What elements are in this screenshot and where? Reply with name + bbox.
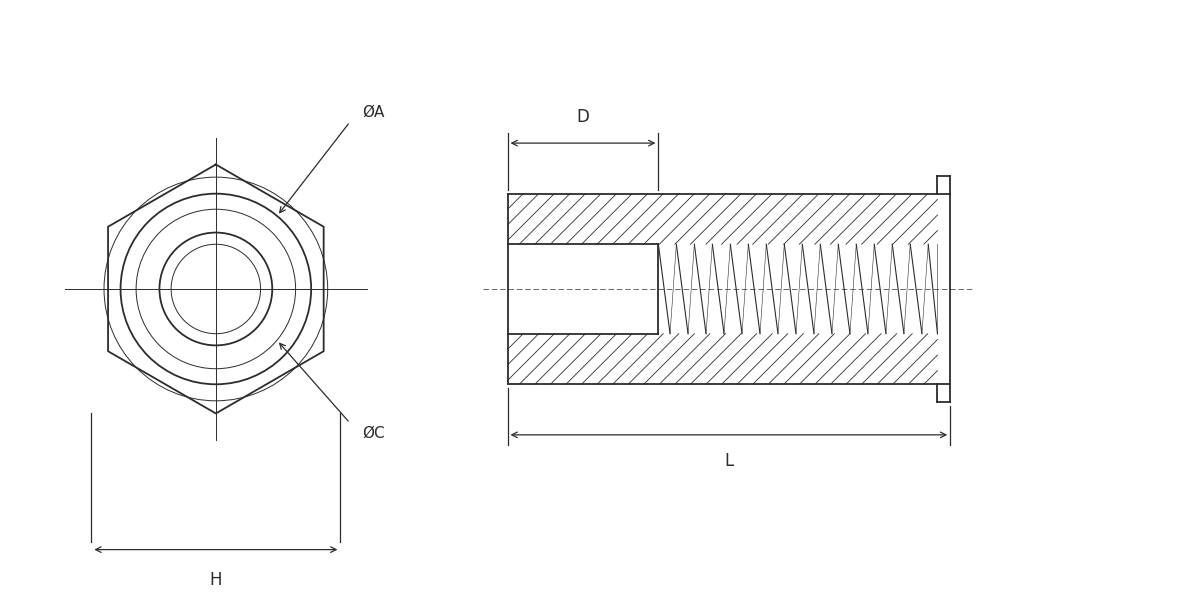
Text: H: H (210, 571, 222, 589)
Text: ØC: ØC (361, 425, 384, 440)
Text: ØA: ØA (361, 104, 384, 119)
Text: L: L (725, 452, 733, 470)
Text: D: D (576, 107, 589, 125)
